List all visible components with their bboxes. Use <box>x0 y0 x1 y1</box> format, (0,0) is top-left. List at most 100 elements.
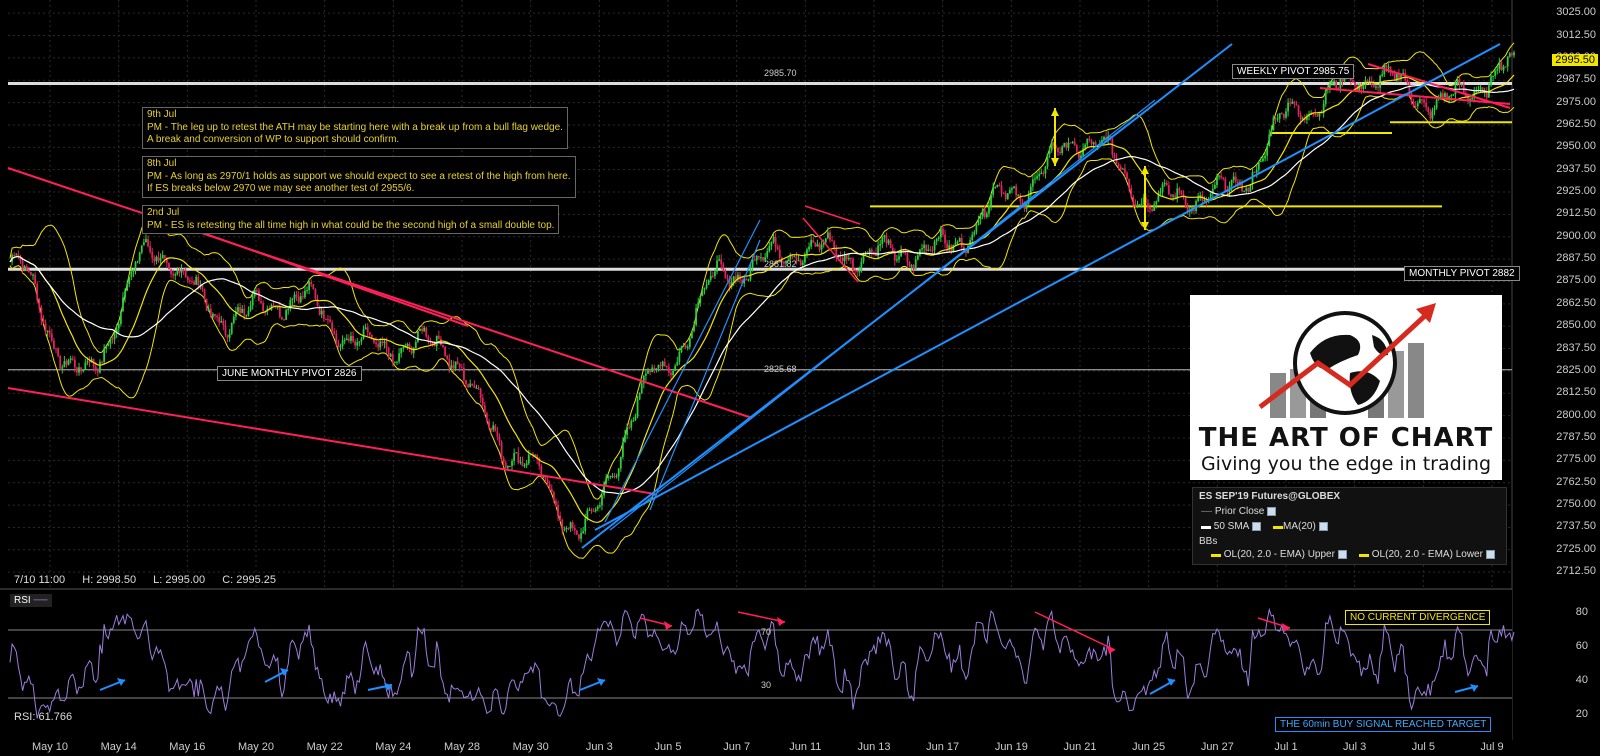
date-tick-label: Jun 25 <box>1132 741 1166 753</box>
candle-body <box>1335 80 1338 89</box>
candle-body <box>1184 196 1187 207</box>
checkbox-icon[interactable] <box>1318 521 1328 531</box>
candle-body <box>822 242 825 245</box>
candle-body <box>657 365 660 369</box>
candle-body <box>799 260 802 265</box>
candle-body <box>1262 158 1264 162</box>
checkbox-icon[interactable] <box>1252 521 1262 531</box>
candle-body <box>212 313 214 318</box>
candle-body <box>218 317 221 323</box>
candle-body <box>1331 81 1333 84</box>
candle-body <box>130 272 133 277</box>
candle-body <box>324 318 327 320</box>
checkbox-icon[interactable] <box>1337 549 1347 559</box>
candle-body <box>1084 144 1087 149</box>
candle-body <box>1038 174 1041 177</box>
candle-body <box>1023 203 1026 210</box>
candle-body <box>1249 184 1252 192</box>
candle-body <box>1418 99 1421 104</box>
candle-body <box>598 505 601 507</box>
rsi-panel-bg <box>0 590 1512 740</box>
candle-body <box>142 242 145 246</box>
rsi-tick-label: 80 <box>1575 606 1588 618</box>
candle-body <box>563 529 566 531</box>
candle-body <box>749 267 752 280</box>
candle-body <box>364 327 367 330</box>
candle-body <box>316 299 319 306</box>
candle-body <box>220 321 223 323</box>
candle-body <box>816 244 819 247</box>
candle-body <box>603 483 605 496</box>
candle-body <box>25 266 28 271</box>
candle-body <box>833 241 836 249</box>
candle-body <box>1017 194 1020 196</box>
candle-body <box>975 225 978 233</box>
legend-prior-close[interactable]: ‒‒ Prior Close <box>1201 506 1277 517</box>
candle-body <box>747 279 750 281</box>
candle-body <box>138 252 141 262</box>
candle-body <box>450 365 453 368</box>
candle-body <box>609 476 612 478</box>
candle-body <box>132 269 135 273</box>
candle-body <box>416 330 419 342</box>
candle-body <box>1500 62 1503 71</box>
candle-body <box>496 431 499 437</box>
legend-upper-band[interactable]: ▬ OL(20, 2.0 - EMA) Upper <box>1211 549 1347 560</box>
candle-body <box>722 264 725 271</box>
checkbox-icon[interactable] <box>1485 549 1495 559</box>
candle-body <box>1098 143 1101 146</box>
candle-body <box>423 327 426 332</box>
candle-body <box>517 452 520 463</box>
candle-body <box>546 479 549 484</box>
candle-body <box>1329 83 1331 89</box>
candle-body <box>1283 114 1285 118</box>
candle-body <box>103 348 106 362</box>
legend-lower-label: OL(20, 2.0 - EMA) Lower <box>1371 549 1483 560</box>
price-tick-label: 2950.00 <box>1556 140 1596 153</box>
trendline <box>7 387 656 495</box>
candle-body <box>789 255 792 260</box>
candle-body <box>126 284 129 291</box>
indicator-legend: ES SEP'19 Futures@GLOBEX ‒‒ Prior Close … <box>1192 487 1507 565</box>
arrow-head-down <box>1141 222 1149 230</box>
candle-body <box>684 345 687 348</box>
candle-body <box>578 534 580 539</box>
checkbox-icon[interactable] <box>1267 506 1277 516</box>
candle-body <box>492 425 495 430</box>
candle-body <box>705 284 708 288</box>
trendline <box>802 217 859 283</box>
price-tick-label: 2712.50 <box>1556 565 1596 578</box>
candle-body <box>812 240 815 243</box>
candle-body <box>1140 203 1143 205</box>
candle-body <box>1287 102 1289 112</box>
arrow-head-down <box>1051 158 1059 166</box>
arrow-head-up <box>1051 108 1059 116</box>
candle-body <box>661 361 664 367</box>
candle-body <box>444 346 446 356</box>
candle-body <box>527 454 530 464</box>
candle-body <box>626 427 628 435</box>
candle-body <box>105 346 108 349</box>
candle-body <box>433 344 436 347</box>
candle-body <box>573 528 576 531</box>
candle-body <box>1159 191 1162 194</box>
candle-body <box>994 187 997 189</box>
candle-body <box>1182 194 1185 197</box>
candle-body <box>1276 118 1279 120</box>
candle-body <box>923 244 926 249</box>
candle-body <box>691 331 693 339</box>
candle-body <box>19 256 22 262</box>
legend-lower-band[interactable]: ▬ OL(20, 2.0 - EMA) Lower <box>1359 549 1495 560</box>
candle-body <box>161 255 164 259</box>
candle-body <box>908 261 911 267</box>
date-tick-label: Jun 19 <box>994 741 1028 753</box>
legend-ma20[interactable]: ▬MA(20) <box>1273 521 1328 532</box>
candle-body <box>1080 155 1082 159</box>
candle-body <box>843 254 846 262</box>
candle-body <box>86 361 89 363</box>
candle-body <box>718 259 721 261</box>
legend-sma50[interactable]: ▬ 50 SMA <box>1201 521 1262 532</box>
candle-body <box>494 425 497 432</box>
candle-body <box>1151 209 1154 211</box>
price-tick-label: 3025.00 <box>1556 6 1596 19</box>
